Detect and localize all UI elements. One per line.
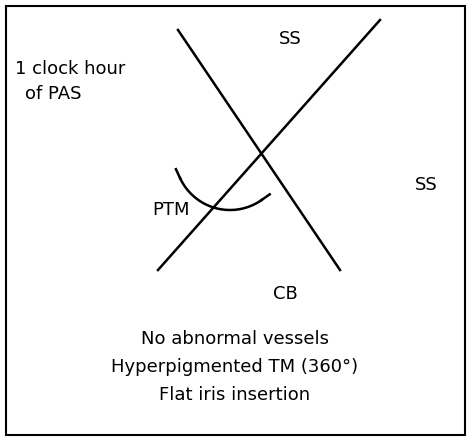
Text: SS: SS [415,176,438,194]
Text: No abnormal vessels: No abnormal vessels [141,330,329,348]
Text: CB: CB [273,285,297,303]
Text: 1 clock hour: 1 clock hour [15,60,125,78]
Text: Hyperpigmented TM (360°): Hyperpigmented TM (360°) [112,358,358,376]
Text: PTM: PTM [152,201,189,219]
Text: SS: SS [279,30,301,48]
Text: Flat iris insertion: Flat iris insertion [160,386,310,404]
Text: of PAS: of PAS [25,85,81,103]
